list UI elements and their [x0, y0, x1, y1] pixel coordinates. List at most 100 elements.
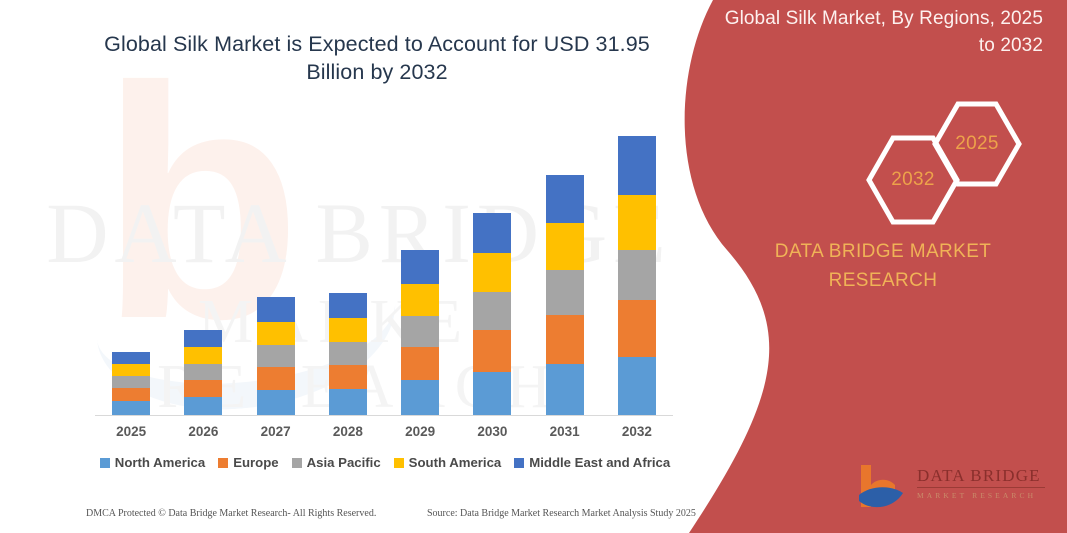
bar-segment	[473, 292, 512, 330]
bar-segment	[617, 250, 656, 300]
bar-segment	[473, 253, 512, 292]
legend-item: Asia Pacific	[291, 455, 381, 470]
legend-item: Middle East and Africa	[514, 455, 670, 470]
stacked-bar	[473, 213, 512, 415]
stacked-bar	[328, 293, 367, 415]
bar-segment	[617, 300, 656, 357]
bar-segment	[401, 380, 440, 415]
stacked-bar	[256, 297, 295, 415]
brand-name: DATA BRIDGE MARKET RESEARCH	[723, 238, 1043, 295]
bar-segment	[401, 250, 440, 284]
legend-item: North America	[99, 455, 206, 470]
hexagon-start-year: 2025	[931, 98, 1023, 190]
bar-column	[312, 120, 384, 415]
bar-segment	[473, 372, 512, 415]
bar-segment	[328, 342, 367, 365]
logo-wordmark: DATA BRIDGE MARKET RESEARCH	[917, 467, 1045, 500]
bar-segment	[545, 315, 584, 364]
bar-segment	[545, 223, 584, 270]
legend-label: Middle East and Africa	[529, 455, 671, 470]
bar-segment	[545, 175, 584, 223]
legend-swatch-icon	[291, 457, 302, 468]
bar-segment	[256, 322, 295, 345]
bar-column	[384, 120, 456, 415]
legend-label: North America	[114, 455, 206, 470]
x-axis-labels: 2025 2026 2027 2028 2029 2030 2031 2032	[95, 424, 673, 446]
bar-segment	[112, 388, 151, 401]
x-axis-label: 2028	[332, 424, 363, 439]
bar-segment	[617, 136, 656, 195]
bar-segment	[545, 364, 584, 415]
x-axis-label: 2030	[477, 424, 508, 439]
bar-segment	[256, 345, 295, 367]
hexagon-end-year-label: 2032	[891, 169, 935, 190]
bar-segment	[184, 380, 223, 397]
bar-segment	[401, 284, 440, 316]
bar-column	[95, 120, 167, 415]
bar-segment	[473, 330, 512, 372]
x-axis-label: 2026	[188, 424, 219, 439]
x-axis-label: 2029	[405, 424, 436, 439]
footer-source: Source: Data Bridge Market Research Mark…	[427, 508, 696, 519]
legend-label: South America	[408, 455, 502, 470]
bar-segment	[617, 357, 656, 415]
x-axis-label: 2032	[621, 424, 652, 439]
bar-segment	[112, 401, 151, 415]
bar-segment	[256, 297, 295, 322]
hexagon-start-year-label: 2025	[955, 133, 999, 154]
right-red-panel: Global Silk Market, By Regions, 2025 to …	[667, 0, 1067, 533]
bar-segment	[112, 352, 151, 364]
x-axis-line	[95, 415, 673, 416]
logo-wordmark-line2: MARKET RESEARCH	[917, 490, 1037, 500]
legend-label: Europe	[233, 455, 279, 470]
company-logo: DATA BRIDGE MARKET RESEARCH	[855, 461, 1045, 515]
bar-column	[456, 120, 528, 415]
hexagon-end-year: 2032	[865, 132, 961, 228]
legend-item: Europe	[218, 455, 279, 470]
legend-swatch-icon	[99, 457, 110, 468]
chart-legend: North America Europe Asia Pacific South Ame…	[95, 455, 675, 470]
stacked-bar	[545, 175, 584, 415]
bar-segment	[401, 316, 440, 347]
bar-segment	[184, 330, 223, 347]
bar-segment	[473, 213, 512, 253]
bar-segment	[328, 293, 367, 318]
footer-copyright: DMCA Protected © Data Bridge Market Rese…	[86, 508, 377, 519]
bar-segment	[328, 365, 367, 389]
bar-segment	[256, 367, 295, 390]
bar-column	[167, 120, 239, 415]
legend-swatch-icon	[514, 457, 525, 468]
bar-column	[240, 120, 312, 415]
right-panel-title: Global Silk Market, By Regions, 2025 to …	[724, 8, 1043, 56]
hexagon-group: 2032 2025	[811, 98, 1031, 225]
chart-title: Global Silk Market is Expected to Accoun…	[104, 32, 650, 85]
logo-wordmark-line1: DATA BRIDGE	[917, 467, 1045, 488]
bar-segment	[328, 318, 367, 342]
bar-segment	[112, 376, 151, 388]
logo-mark-icon	[855, 463, 911, 513]
stacked-bar	[617, 136, 656, 415]
bar-segment	[184, 364, 223, 380]
stacked-bar	[184, 330, 223, 415]
legend-swatch-icon	[218, 457, 229, 468]
bar-segment	[112, 364, 151, 376]
brand-line-1: DATA BRIDGE MARKET	[774, 241, 992, 262]
legend-label: Asia Pacific	[306, 455, 381, 470]
bar-segment	[328, 389, 367, 415]
bar-segment	[184, 347, 223, 364]
bar-column	[529, 120, 601, 415]
bar-segment	[617, 195, 656, 250]
legend-swatch-icon	[393, 457, 404, 468]
bar-segment	[184, 397, 223, 415]
x-axis-label: 2031	[549, 424, 580, 439]
brand-line-2: RESEARCH	[828, 269, 938, 291]
bar-segment	[545, 270, 584, 315]
legend-item: South America	[393, 455, 502, 470]
bar-segment	[256, 390, 295, 415]
bar-segment	[401, 347, 440, 380]
x-axis-label: 2027	[260, 424, 291, 439]
x-axis-label: 2025	[116, 424, 147, 439]
footer: DMCA Protected © Data Bridge Market Rese…	[0, 508, 718, 526]
stacked-bar	[112, 352, 151, 415]
